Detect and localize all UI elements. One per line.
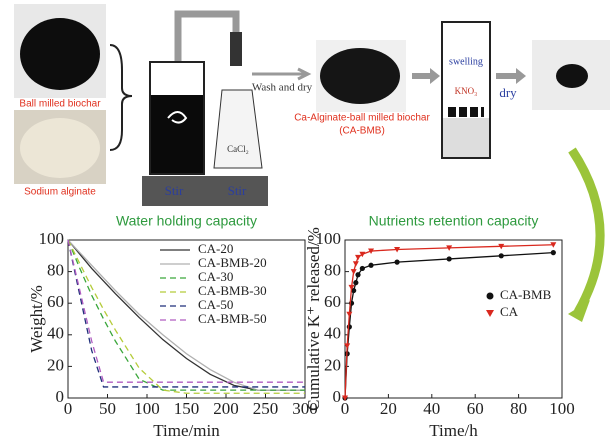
beads [320,48,400,104]
data-point [353,261,359,267]
curved-arrow [572,150,600,312]
chart-title: Nutrients retention capacity [369,213,539,229]
data-point [346,312,352,318]
legend-marker [487,293,494,300]
y-tick-label: 80 [47,261,64,280]
legend-label: CA-BMB-50 [198,311,267,326]
legend-label: CA-50 [198,297,233,312]
legend-label: CA [500,304,519,319]
series-line [68,240,305,393]
figure: Ball milled biochar Sodium alginate Stir… [0,0,613,440]
data-point [368,263,373,268]
x-axis-label: Time/h [429,421,478,440]
series-line [345,253,553,398]
y-tick-label: 0 [56,387,65,406]
y-tick-label: 0 [333,387,342,406]
arrow-head [516,68,526,84]
y-tick-label: 40 [47,324,64,343]
data-point [360,266,365,271]
series-line [68,240,305,390]
y-tick-label: 20 [47,355,64,374]
data-point [551,250,556,255]
arrow [252,69,308,79]
series-line [68,240,305,382]
y-tick-label: 60 [324,292,341,311]
wash-text: Wash and dry [252,82,313,94]
plot-frame [345,240,562,398]
stir-text: Stir [228,183,247,198]
legend-label: CA-30 [198,269,233,284]
x-tick-label: 0 [64,399,73,418]
data-point [394,260,399,265]
y-tick-label: 20 [324,355,341,374]
legend-label: CA-BMB [500,287,552,302]
beaker-mixture [151,95,203,173]
dry-beads [556,64,588,88]
x-tick-label: 80 [510,399,527,418]
chart-title: Water holding capacity [116,213,257,229]
biochar-pile [20,18,100,90]
swelling-text: swelling [449,56,483,67]
data-point [499,253,504,258]
dry-text: dry [499,85,517,100]
y-axis-label: Weight/% [27,285,46,353]
product-label: (CA-BMB) [339,126,385,137]
legend-label: CA-BMB-20 [198,255,267,270]
alginate-label: Sodium alginate [24,187,96,198]
bracket [110,45,132,150]
flask [214,90,262,168]
x-tick-label: 100 [549,399,575,418]
legend-label: CA-BMB-30 [198,283,267,298]
syringe [230,32,242,66]
stir-text: Stir [165,183,184,198]
x-tick-label: 100 [134,399,160,418]
x-tick-label: 50 [99,399,116,418]
column-base [443,118,489,157]
cacl2-text: CaCl₂ [227,144,249,154]
y-axis-label: Cumulative K⁺ released/% [304,227,323,411]
transfer-tube [178,14,236,62]
x-tick-label: 0 [341,399,350,418]
kno3-text: KNO₃ [455,86,478,96]
biochar-label: Ball milled biochar [19,99,101,110]
x-tick-label: 60 [467,399,484,418]
y-tick-label: 60 [47,292,64,311]
x-tick-label: 150 [174,399,200,418]
series-line [345,245,553,398]
data-point [347,324,352,329]
x-tick-label: 40 [423,399,440,418]
data-point [447,256,452,261]
product-label: Ca-Alginate-ball milled biochar [294,113,430,124]
data-point [355,272,360,277]
x-tick-label: 250 [253,399,279,418]
x-tick-label: 20 [380,399,397,418]
data-point [355,255,361,261]
x-axis-label: Time/min [153,421,220,440]
data-point [353,280,358,285]
y-tick-label: 100 [39,229,65,248]
legend-label: CA-20 [198,241,233,256]
series-line [68,240,305,390]
x-tick-label: 200 [213,399,239,418]
y-tick-label: 80 [324,261,341,280]
arrow-head [430,68,440,84]
legend-marker [486,310,494,317]
y-tick-label: 40 [324,324,341,343]
series-line [68,240,305,390]
alginate-pile [20,118,100,178]
series-line [68,240,305,387]
